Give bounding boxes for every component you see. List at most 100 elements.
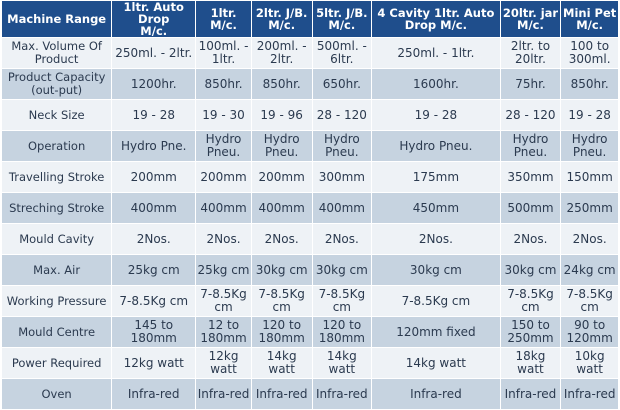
table-cell: 500ml. - 6ltr.: [312, 38, 372, 68]
table-cell: 19 - 28: [112, 100, 196, 130]
table-cell: 19 - 28: [372, 100, 500, 130]
header-20ltr-jar: 20ltr. jar M/c.: [500, 1, 561, 37]
table-cell: 150mm: [561, 162, 618, 192]
header-machine-range: Machine Range: [2, 1, 112, 37]
table-cell: 120 to 180mm: [251, 317, 312, 347]
table-cell: 19 - 30: [196, 100, 251, 130]
table-row: Neck Size 19 - 28 19 - 30 19 - 96 28 - 120 19…: [2, 100, 618, 130]
table-row: Mould Cavity 2Nos. 2Nos. 2Nos. 2Nos. 2Nos. 2No…: [2, 224, 618, 254]
table-cell: 500mm: [500, 193, 561, 223]
table-row: Working Pressure 7-8.5Kg cm 7-8.5Kg cm 7-8.…: [2, 286, 618, 316]
table-cell: 19 - 96: [251, 100, 312, 130]
table-cell: Hydro Pne.: [112, 131, 196, 161]
table-cell: 10kg watt: [561, 348, 618, 378]
table-cell: 100 to 300ml.: [561, 38, 618, 68]
table-cell: 14kg watt: [312, 348, 372, 378]
table-cell: 24kg cm: [561, 255, 618, 285]
table-cell: 100ml. - 1ltr.: [196, 38, 251, 68]
table-cell: 12 to 180mm: [196, 317, 251, 347]
table-cell: 120 to 180mm: [312, 317, 372, 347]
header-row: Machine Range 1ltr. Auto Drop M/c. 1ltr.…: [2, 1, 618, 37]
table-cell: 400mm: [196, 193, 251, 223]
table-cell: Hydro Pneu.: [251, 131, 312, 161]
row-label: Mould Centre: [2, 317, 112, 347]
row-label: Mould Cavity: [2, 224, 112, 254]
table-cell: 7-8.5Kg cm: [500, 286, 561, 316]
table-cell: 400mm: [112, 193, 196, 223]
table-cell: 1200hr.: [112, 69, 196, 99]
table-cell: 7-8.5Kg cm: [312, 286, 372, 316]
table-cell: 25kg cm: [196, 255, 251, 285]
table-cell: 30kg cm: [312, 255, 372, 285]
table-cell: 7-8.5Kg cm: [251, 286, 312, 316]
table-cell: Infra-red: [196, 379, 251, 409]
table-cell: 450mm: [372, 193, 500, 223]
header-5ltr-jb: 5ltr. J/B. M/c.: [312, 1, 372, 37]
table-body: Max. Volume Of Product 250ml. - 2ltr. 100m…: [2, 38, 618, 409]
table-cell: 120mm fixed: [372, 317, 500, 347]
table-row: Power Required 12kg watt 12kg watt 14kg wat…: [2, 348, 618, 378]
table-row: Oven Infra-red Infra-red Infra-red Infra-red…: [2, 379, 618, 409]
table-cell: Hydro Pneu.: [561, 131, 618, 161]
row-label: Operation: [2, 131, 112, 161]
table-cell: 28 - 120: [312, 100, 372, 130]
table-cell: 2Nos.: [312, 224, 372, 254]
table-cell: 90 to 120mm: [561, 317, 618, 347]
table-cell: 18kg watt: [500, 348, 561, 378]
table-cell: 1600hr.: [372, 69, 500, 99]
table-cell: 2Nos.: [112, 224, 196, 254]
table-row: Max. Volume Of Product 250ml. - 2ltr. 100m…: [2, 38, 618, 68]
table-cell: 28 - 120: [500, 100, 561, 130]
table-cell: 12kg watt: [196, 348, 251, 378]
table-cell: 200ml. - 2ltr.: [251, 38, 312, 68]
table-cell: Hydro Pneu.: [196, 131, 251, 161]
table-cell: 14kg watt: [372, 348, 500, 378]
table-cell: 850hr.: [196, 69, 251, 99]
table-cell: 850hr.: [251, 69, 312, 99]
row-label: Working Pressure: [2, 286, 112, 316]
table-cell: Hydro Pneu.: [372, 131, 500, 161]
table-cell: 2Nos.: [372, 224, 500, 254]
table-cell: 300mm: [312, 162, 372, 192]
table-row: Travelling Stroke 200mm 200mm 200mm 300mm 175…: [2, 162, 618, 192]
table-cell: 30kg cm: [500, 255, 561, 285]
table-cell: 7-8.5Kg cm: [196, 286, 251, 316]
table-cell: 200mm: [112, 162, 196, 192]
table-cell: 7-8.5Kg cm: [112, 286, 196, 316]
table-row: Streching Stroke 400mm 400mm 400mm 400mm 450m…: [2, 193, 618, 223]
table-cell: 400mm: [251, 193, 312, 223]
table-cell: 25kg cm: [112, 255, 196, 285]
table-row: Operation Hydro Pne. Hydro Pneu. Hydro Pneu…: [2, 131, 618, 161]
row-label: Travelling Stroke: [2, 162, 112, 192]
row-label: Power Required: [2, 348, 112, 378]
table-cell: 7-8.5Kg cm: [561, 286, 618, 316]
row-label: Streching Stroke: [2, 193, 112, 223]
table-cell: 2Nos.: [500, 224, 561, 254]
header-1ltr-auto-drop: 1ltr. Auto Drop M/c.: [112, 1, 196, 37]
table-row: Max. Air 25kg cm 25kg cm 30kg cm 30kg cm 30kg…: [2, 255, 618, 285]
table-cell: Infra-red: [112, 379, 196, 409]
table-row: Product Capacity (out-put) 1200hr. 850hr. 8…: [2, 69, 618, 99]
table-cell: 200mm: [251, 162, 312, 192]
header-1ltr: 1ltr. M/c.: [196, 1, 251, 37]
table-cell: 2ltr. to 20ltr.: [500, 38, 561, 68]
row-label: Product Capacity (out-put): [2, 69, 112, 99]
table-cell: 7-8.5Kg cm: [372, 286, 500, 316]
row-label: Max. Air: [2, 255, 112, 285]
table-cell: 250ml. - 2ltr.: [112, 38, 196, 68]
header-4-cavity-1ltr: 4 Cavity 1ltr. Auto Drop M/c.: [372, 1, 500, 37]
table-row: Mould Centre 145 to 180mm 12 to 180mm 120 t…: [2, 317, 618, 347]
table-cell: 2Nos.: [196, 224, 251, 254]
table-cell: Hydro Pneu.: [500, 131, 561, 161]
table-cell: Infra-red: [372, 379, 500, 409]
table-cell: 400mm: [312, 193, 372, 223]
table-cell: 250mm: [561, 193, 618, 223]
row-label: Max. Volume Of Product: [2, 38, 112, 68]
table-cell: 30kg cm: [372, 255, 500, 285]
table-cell: 145 to 180mm: [112, 317, 196, 347]
table-cell: Infra-red: [500, 379, 561, 409]
table-cell: 14kg watt: [251, 348, 312, 378]
table-cell: 30kg cm: [251, 255, 312, 285]
row-label: Oven: [2, 379, 112, 409]
